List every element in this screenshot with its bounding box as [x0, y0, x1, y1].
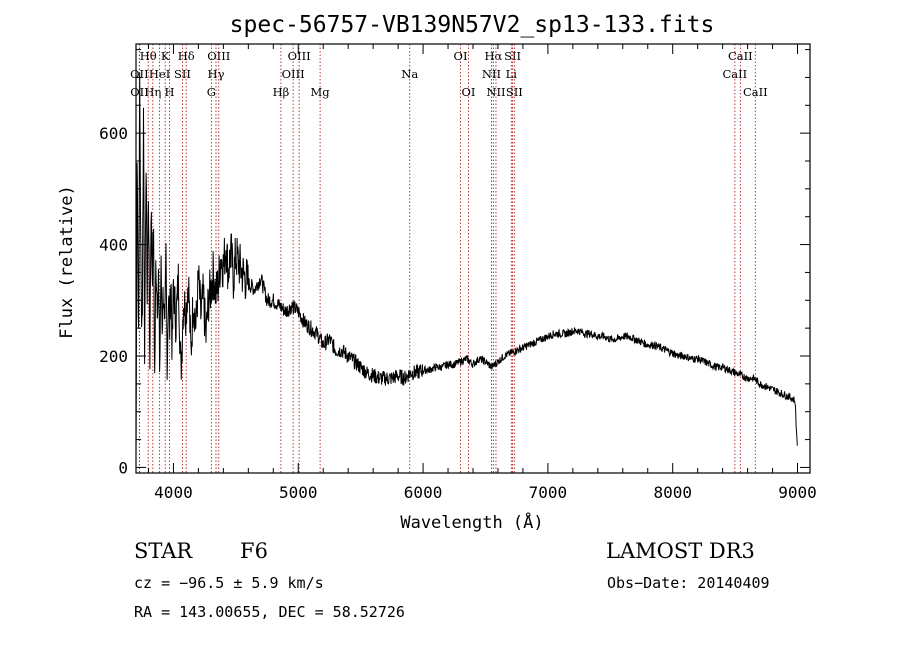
x-tick-label-4000: 4000 — [154, 483, 193, 502]
line-label-23: Li — [506, 67, 518, 81]
object-type: STAR — [134, 539, 193, 563]
line-label-27: CaII — [743, 85, 768, 99]
x-tick-label-7000: 7000 — [529, 483, 568, 502]
line-label-25: CaII — [728, 49, 753, 63]
line-label-6: H — [165, 85, 175, 99]
object-subclass: F6 — [240, 539, 268, 563]
y-axis-label: Flux (relative) — [57, 185, 77, 339]
chart-title: spec-56757-VB139N57V2_sp13-133.fits — [230, 12, 715, 38]
observation-date: Obs−Date: 20140409 — [607, 574, 770, 592]
line-label-20: NII — [482, 67, 501, 81]
line-label-5: K — [161, 49, 170, 63]
line-label-10: Hγ — [208, 67, 225, 81]
y-tick-label-200: 200 — [99, 347, 128, 366]
line-label-22: SII — [504, 49, 521, 63]
line-label-2: Hθ — [140, 49, 157, 63]
line-label-14: OIII — [282, 67, 305, 81]
line-label-26: CaII — [722, 67, 747, 81]
x-tick-label-9000: 9000 — [778, 483, 817, 502]
line-label-11: G — [207, 85, 216, 99]
x-axis-label: Wavelength (Å) — [400, 511, 543, 533]
y-tick-label-600: 600 — [99, 124, 128, 143]
survey-name: LAMOST DR3 — [606, 539, 755, 563]
line-label-7: SII — [174, 67, 191, 81]
line-label-16: Na — [401, 67, 418, 81]
redshift-cz: cz = −96.5 ± 5.9 km/s — [134, 574, 324, 592]
axis-ticks: 4000 5000 6000 7000 8000 9000 0 200 400 600 — [99, 44, 817, 502]
line-label-3: Hη — [144, 85, 161, 99]
x-tick-label-8000: 8000 — [653, 483, 692, 502]
line-label-12: Hβ — [273, 85, 290, 99]
spectrum-line — [135, 72, 798, 457]
x-tick-label-5000: 5000 — [279, 483, 318, 502]
line-label-18: OI — [462, 85, 476, 99]
line-label-13: OIII — [288, 49, 311, 63]
y-tick-label-0: 0 — [118, 458, 128, 477]
y-tick-label-400: 400 — [99, 236, 128, 255]
line-label-8: Hδ — [178, 49, 195, 63]
x-tick-label-6000: 6000 — [404, 483, 443, 502]
spectrum-chart: spec-56757-VB139N57V2_sp13-133.fits OIIO… — [57, 12, 817, 533]
line-label-17: OI — [454, 49, 468, 63]
line-label-24: SII — [506, 85, 523, 99]
line-label-9: OIII — [207, 49, 230, 63]
line-label-21: NII — [486, 85, 505, 99]
coordinates: RA = 143.00655, DEC = 58.52726 — [134, 603, 405, 621]
line-label-4: HeI — [149, 67, 170, 81]
line-label-15: Mg — [311, 85, 331, 99]
line-label-19: Hα — [484, 49, 502, 63]
